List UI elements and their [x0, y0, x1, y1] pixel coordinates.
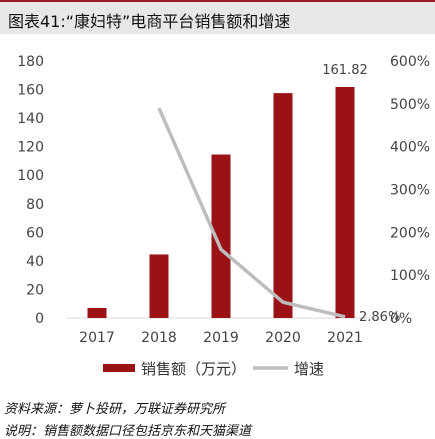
- right-axis-tick-label: 0%: [390, 311, 412, 327]
- bar-2021: [335, 86, 355, 318]
- legend-swatch-sales: [103, 364, 135, 372]
- growth-data-label: 2.86%: [359, 310, 400, 325]
- source-note: 资料来源：萝卜投研，万联证券研究所: [4, 402, 226, 417]
- x-axis-tick-label: 2021: [327, 330, 363, 346]
- x-axis-tick-label: 2018: [141, 330, 177, 346]
- legend-label-growth: 增速: [294, 360, 324, 378]
- right-axis-tick-label: 100%: [390, 268, 430, 284]
- x-axis-tick-label: 2020: [265, 330, 301, 346]
- figure-title-bar: 图表41:“康妇特”电商平台销售额和增速: [0, 0, 435, 34]
- bar-2018: [149, 254, 169, 318]
- left-axis-tick-label: 160: [17, 83, 44, 99]
- left-axis-tick-label: 100: [17, 168, 44, 184]
- right-axis-tick-label: 600%: [390, 54, 430, 70]
- left-axis-tick-label: 20: [26, 282, 44, 298]
- bar-2020: [273, 93, 293, 318]
- legend-label-sales: 销售额（万元）: [141, 360, 246, 378]
- x-axis-tick-label: 2017: [79, 330, 115, 346]
- x-axis-tick-label: 2019: [203, 330, 239, 346]
- right-axis-tick-label: 300%: [390, 183, 430, 199]
- bar-data-label: 161.82: [322, 63, 368, 78]
- bar-2017: [87, 308, 107, 318]
- left-axis-tick-label: 0: [35, 311, 44, 327]
- figure-title: 图表41:“康妇特”电商平台销售额和增速: [8, 12, 291, 31]
- left-axis-tick-label: 180: [17, 54, 44, 70]
- right-axis-tick-label: 400%: [390, 140, 430, 156]
- sales-growth-chart: 0 20 40 60 80 100 120 140 160 180 0% 100% 200% 300% 40…: [17, 54, 430, 378]
- right-axis-tick-label: 200%: [390, 225, 430, 241]
- right-axis-tick-label: 500%: [390, 97, 430, 113]
- left-axis-tick-label: 80: [26, 197, 44, 213]
- bar-2019: [211, 154, 231, 318]
- left-axis-tick-label: 140: [17, 111, 44, 127]
- growth-line: [157, 107, 346, 319]
- left-axis-tick-label: 60: [26, 225, 44, 241]
- left-axis-tick-label: 120: [17, 140, 44, 156]
- left-axis-tick-label: 40: [26, 254, 44, 270]
